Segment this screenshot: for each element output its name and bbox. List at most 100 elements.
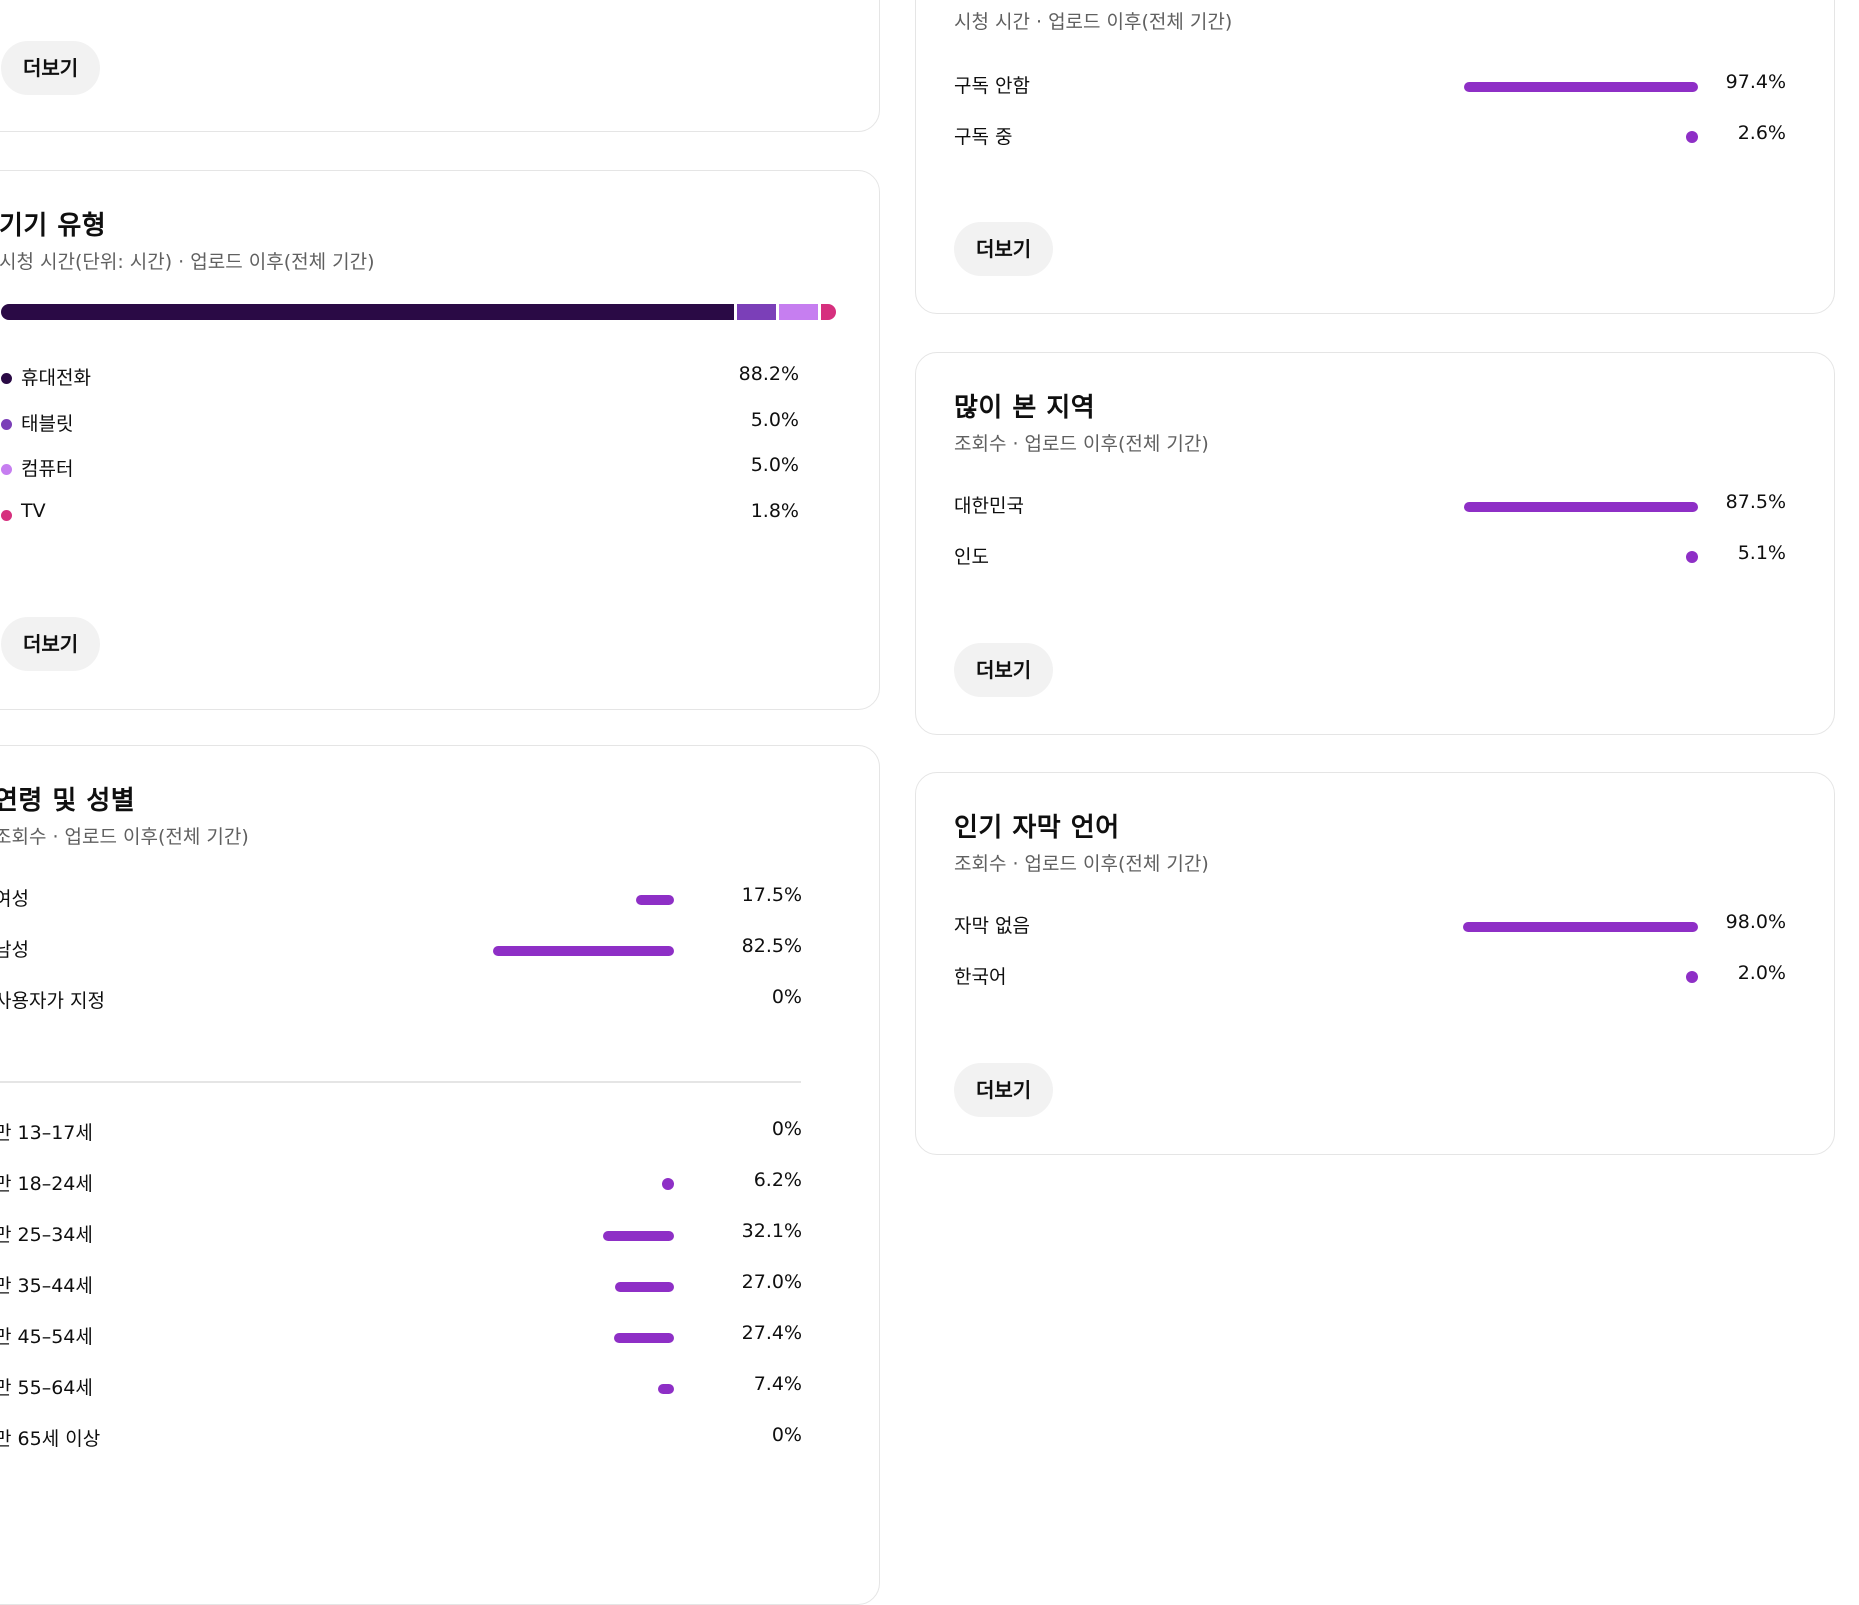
bar [1462, 922, 1698, 932]
row-value: 27.4% [741, 1322, 802, 1344]
device-type-card: 기기 유형 시청 시간(단위: 시간) · 업로드 이후(전체 기간) 휴대전화… [0, 170, 880, 710]
bar [1463, 502, 1698, 512]
more-button[interactable]: 더보기 [954, 222, 1054, 276]
row-value: 27.0% [741, 1271, 802, 1293]
geography-row: 대한민국 87.5% [954, 487, 1786, 523]
more-button[interactable]: 더보기 [1, 617, 101, 671]
legend-dot [1, 418, 12, 430]
row-value: 2.0% [1737, 962, 1786, 984]
age-row: 만 35–44세 27.0% [0, 1267, 802, 1303]
bar-dot [1686, 971, 1698, 983]
legend-value: 5.0% [750, 408, 799, 431]
legend-label: TV [21, 499, 46, 522]
legend-dot [1, 464, 12, 475]
row-label: 한국어 [954, 966, 1007, 988]
row-label: 만 25–34세 [0, 1224, 93, 1246]
row-label: 인도 [954, 546, 989, 568]
device-stacked-bar [1, 304, 836, 320]
row-label: 남성 [0, 939, 29, 961]
bar [603, 1231, 674, 1241]
row-value: 98.0% [1725, 911, 1786, 933]
age-row: 만 18–24세 6.2% [0, 1165, 802, 1201]
bar [657, 1384, 674, 1394]
row-value: 0% [771, 1424, 802, 1446]
row-value: 6.2% [753, 1169, 802, 1191]
card-subtitle: 시청 시간(단위: 시간) · 업로드 이후(전체 기간) [0, 251, 375, 273]
bar-dot [1686, 551, 1698, 563]
bar [613, 1333, 674, 1343]
gender-row: 여성 17.5% [0, 880, 802, 916]
stack-segment [820, 304, 836, 320]
bar-dot [1686, 131, 1698, 143]
row-label: 만 55–64세 [0, 1377, 93, 1399]
card-subtitle: 조회수 · 업로드 이후(전체 기간) [954, 433, 1209, 455]
card-title: 인기 자막 언어 [954, 813, 1120, 843]
row-value: 7.4% [753, 1373, 802, 1395]
traffic-card: 더보기 [0, 0, 880, 132]
age-row: 만 25–34세 32.1% [0, 1216, 802, 1252]
legend-label: 휴대전화 [21, 367, 91, 389]
row-label: 만 18–24세 [0, 1173, 93, 1195]
legend-dot [1, 509, 12, 521]
card-subtitle: 조회수 · 업로드 이후(전체 기간) [954, 853, 1209, 875]
row-label: 대한민국 [954, 495, 1024, 517]
bar [635, 895, 674, 905]
row-label: 만 35–44세 [0, 1275, 93, 1297]
card-title: 많이 본 지역 [954, 393, 1096, 423]
card-title: 기기 유형 [0, 211, 107, 241]
legend-value: 88.2% [738, 363, 799, 385]
bar-dot [662, 1178, 674, 1190]
bar [1464, 82, 1698, 92]
row-value: 0% [771, 1118, 802, 1140]
bar [614, 1282, 674, 1292]
age-row: 만 55–64세 7.4% [0, 1369, 802, 1405]
gender-row: 남성 82.5% [0, 931, 802, 967]
row-value: 5.1% [1737, 542, 1786, 564]
row-label: 만 13–17세 [0, 1122, 93, 1144]
card-subtitle: 시청 시간 · 업로드 이후(전체 기간) [954, 11, 1233, 33]
row-value: 0% [771, 986, 802, 1008]
stack-segment [1, 304, 735, 320]
age-row: 만 45–54세 27.4% [0, 1318, 802, 1354]
row-value: 17.5% [741, 884, 802, 906]
legend-dot [1, 373, 12, 384]
legend-value: 5.0% [750, 454, 799, 476]
more-button[interactable]: 더보기 [954, 643, 1054, 697]
row-label: 구독 안함 [954, 75, 1030, 97]
geography-card: 많이 본 지역 조회수 · 업로드 이후(전체 기간) 대한민국 87.5% 인도 5… [915, 352, 1835, 735]
row-label: 사용자가 지정 [0, 990, 105, 1012]
subtitle-row: 한국어 2.0% [954, 958, 1786, 994]
divider [0, 1081, 801, 1083]
row-label: 구독 중 [954, 126, 1013, 148]
more-button[interactable]: 더보기 [1, 41, 101, 95]
age-row: 만 13–17세 0% [0, 1114, 802, 1150]
more-button[interactable]: 더보기 [954, 1063, 1054, 1117]
subscription-card: 시청 시간 · 업로드 이후(전체 기간) 구독 안함 97.4% 구독 중 2.6%… [915, 0, 1835, 314]
stack-segment [779, 304, 818, 320]
row-label: 만 45–54세 [0, 1326, 93, 1348]
row-value: 97.4% [1725, 71, 1786, 93]
stack-segment [737, 304, 777, 320]
geography-row: 인도 5.1% [954, 538, 1786, 574]
card-title: 연령 및 성별 [0, 786, 136, 816]
subscription-row: 구독 중 2.6% [954, 118, 1786, 154]
legend-value: 1.8% [750, 499, 799, 522]
legend-item: 태블릿 5.0% [1, 405, 799, 441]
legend-label: 태블릿 [21, 412, 74, 435]
legend-item: 컴퓨터 5.0% [1, 450, 799, 486]
legend-item: TV 1.8% [1, 496, 799, 532]
subtitles-card: 인기 자막 언어 조회수 · 업로드 이후(전체 기간) 자막 없음 98.0% 한… [915, 772, 1835, 1155]
legend-label: 컴퓨터 [21, 458, 74, 480]
age-row: 만 65세 이상 0% [0, 1420, 802, 1456]
gender-row: 사용자가 지정 0% [0, 982, 802, 1018]
row-label: 만 65세 이상 [0, 1428, 101, 1450]
row-value: 32.1% [741, 1220, 802, 1242]
row-value: 82.5% [741, 935, 802, 957]
subscription-row: 구독 안함 97.4% [954, 67, 1786, 103]
legend-item: 휴대전화 88.2% [1, 359, 799, 395]
row-value: 87.5% [1725, 491, 1786, 513]
row-value: 2.6% [1737, 122, 1786, 144]
age-gender-card: 연령 및 성별 조회수 · 업로드 이후(전체 기간) 여성 17.5% 남성 82.… [0, 745, 880, 1605]
bar [492, 946, 674, 956]
card-subtitle: 조회수 · 업로드 이후(전체 기간) [0, 826, 249, 848]
